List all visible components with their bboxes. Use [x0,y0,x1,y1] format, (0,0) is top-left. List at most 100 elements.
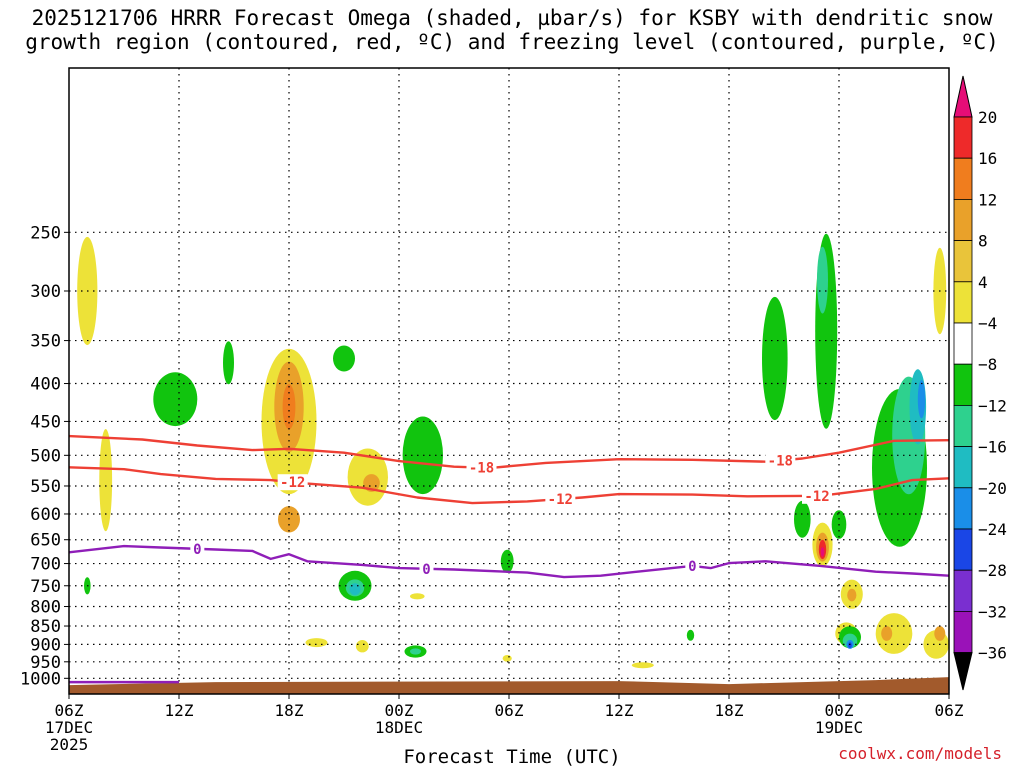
y-tick-label: 750 [30,577,61,597]
colorbar-label: 16 [978,149,997,168]
colorbar-segment [953,528,973,571]
colorbar-label: −28 [978,561,1007,580]
omega-region [500,549,514,573]
x-tick-label: 17DEC [45,718,93,737]
colorbar-label: −24 [978,520,1007,539]
contour-label: 0 [422,562,430,578]
contour-label-bg [190,540,205,557]
colorbar-segment [953,322,973,365]
y-tick-label: 250 [30,223,61,243]
colorbar-segment [953,116,973,159]
omega-region [410,593,425,600]
contour-label-bg [277,474,308,491]
contour-label: -12 [804,489,829,505]
colorbar-label: −8 [978,355,997,374]
colorbar-segment [953,446,973,489]
contour-label-bg [765,452,796,469]
omega-region [402,416,443,495]
omega-region [631,662,654,669]
colorbar-segment [953,363,973,406]
x-tick-label: 12Z [165,701,194,720]
colorbar-label: −32 [978,602,1007,621]
omega-region [848,642,852,649]
omega-region [333,345,355,372]
x-tick-label: 06Z [495,701,524,720]
contour-label: -12 [280,475,305,491]
site-credit: coolwx.com/models [838,744,1002,763]
chart-title-line-2: growth region (contoured, red, ºC) and f… [25,30,999,54]
colorbar: 20 16 12 8 4 −4 −8 −12 −16 −20 −24 −28 −32 −36 [953,75,1007,691]
colorbar-segment [953,611,973,654]
omega-region [305,638,328,648]
colorbar-label: 12 [978,190,997,209]
omega-region [875,613,913,654]
contour-label: -12 [548,492,573,508]
x-tick-label: 2025 [50,735,89,754]
omega-region [847,588,857,602]
terrain-ground [69,677,949,694]
x-tick-label: 19DEC [815,718,863,737]
chart-title-line-1: 2025121706 HRRR Forecast Omega (shaded, … [31,6,993,30]
colorbar-segment [953,198,973,241]
y-tick-label: 950 [30,653,61,673]
colorbar-label: 8 [978,232,988,251]
y-tick-label: 550 [30,477,61,497]
contour-label-bg [802,487,832,504]
y-tick-label: 400 [30,375,61,395]
x-tick-label: 00Z [385,701,414,720]
omega-region [153,372,198,427]
omega-region [881,626,893,641]
y-tick-label: 650 [30,531,61,551]
y-tick-label: 600 [30,505,61,525]
colorbar-label: −16 [978,438,1007,457]
omega-region [820,547,825,557]
chart-title: 2025121706 HRRR Forecast Omega (shaded, … [0,6,1024,54]
omega-region [917,380,926,419]
contour-label-bg [419,560,434,577]
x-axis-label: Forecast Time (UTC) [403,746,621,768]
contour-label: 0 [193,542,201,558]
colorbar-label: 4 [978,273,988,292]
colorbar-segment [953,487,973,530]
colorbar-segment [953,404,973,447]
omega-region [686,629,695,641]
y-tick-label: 900 [30,635,61,655]
colorbar-label: −20 [978,479,1007,498]
omega-region [794,500,811,538]
omega-region [282,384,296,430]
omega-region [502,655,512,662]
x-tick-label: 12Z [605,701,634,720]
contour-label: 0 [688,559,696,575]
colorbar-segment [953,281,973,324]
colorbar-segment [953,157,973,200]
omega-region [817,246,828,314]
omega-region [349,583,361,596]
x-tick-label: 18Z [275,701,304,720]
y-tick-label: 850 [30,617,61,637]
contour-label: -18 [469,461,494,477]
freezing-level-contour [69,544,949,579]
y-tick-label: 300 [30,282,61,302]
x-tick-label: 18Z [715,701,744,720]
colorbar-segment [953,569,973,612]
y-tick-label: 350 [30,332,61,352]
omega-region [355,640,369,653]
colorbar-segment [953,240,973,283]
omega-region [410,648,421,655]
x-tick-label: 18DEC [375,718,423,737]
omega-region [762,296,788,421]
x-tick-label: 06Z [935,701,964,720]
colorbar-max-arrow [953,75,973,118]
x-tick-label: 00Z [825,701,854,720]
y-tick-label: 1000 [20,669,61,689]
contour-label-bg [685,557,700,574]
contour-label-bg [545,491,576,508]
colorbar-label: 20 [978,108,997,127]
y-tick-label: 450 [30,412,61,432]
y-tick-label: 700 [30,555,61,575]
omega-region [223,341,234,385]
contour-label: -18 [768,453,793,469]
colorbar-label: −4 [978,314,997,333]
colorbar-label: −36 [978,644,1007,663]
